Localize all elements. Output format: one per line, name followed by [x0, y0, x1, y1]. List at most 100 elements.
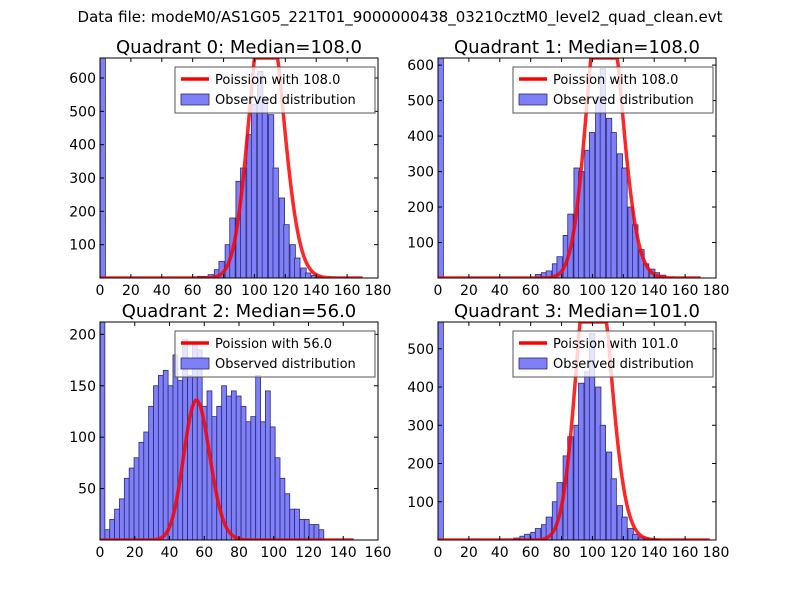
y-tick-label: 200 — [407, 200, 434, 216]
histogram-bar — [272, 167, 279, 278]
histogram-bar — [545, 270, 552, 278]
x-tick-label: 180 — [365, 283, 392, 299]
y-tick-label: 500 — [407, 94, 434, 110]
histogram-bar — [153, 385, 159, 540]
x-tick-label: 160 — [672, 283, 699, 299]
quadrant-0-panel: 0 20 40 60 80 100 120 140 160 1801002003004005006… — [69, 37, 391, 299]
histogram-bar — [157, 375, 164, 540]
x-tick-label: 40 — [153, 283, 171, 299]
histogram-bar — [148, 405, 154, 540]
figure-title: Data file: modeM0/AS1G05_221T01_90000004… — [77, 8, 723, 26]
legend-entry-observed: Observed distribution — [553, 357, 694, 372]
x-tick-label: 20 — [126, 545, 144, 561]
histogram-bar — [114, 508, 120, 540]
histogram-bar — [250, 416, 257, 540]
histogram-bar — [578, 382, 585, 540]
x-tick-label: 120 — [610, 545, 637, 561]
histogram-bar — [274, 457, 281, 540]
histogram-bar — [610, 132, 617, 278]
x-tick-label: 100 — [579, 545, 606, 561]
x-tick-label: 20 — [460, 545, 478, 561]
x-tick-label: 40 — [161, 545, 179, 561]
x-tick-label: 0 — [434, 545, 443, 561]
legend-bar-swatch — [180, 93, 210, 106]
y-tick-label: 300 — [407, 165, 434, 181]
legend-bar-swatch — [518, 357, 548, 370]
x-tick-label: 100 — [579, 283, 606, 299]
legend-entry-observed: Observed distribution — [215, 357, 356, 372]
poisson-curve — [100, 58, 363, 278]
x-tick-label: 120 — [295, 545, 322, 561]
x-tick-label: 140 — [303, 283, 330, 299]
x-tick-label: 180 — [703, 545, 730, 561]
y-tick-label: 100 — [407, 236, 434, 252]
y-tick-label: 150 — [69, 379, 96, 395]
panel-title: Quadrant 0: Median=108.0 — [116, 37, 362, 58]
histogram-bar — [621, 167, 628, 278]
x-tick-label: 100 — [241, 283, 268, 299]
panel-title: Quadrant 3: Median=101.0 — [454, 301, 700, 322]
y-tick-label: 200 — [69, 204, 96, 220]
histogram-bar — [524, 533, 531, 540]
histogram-bar — [240, 405, 247, 540]
x-tick-label: 160 — [672, 545, 699, 561]
histogram-bar — [143, 431, 150, 540]
histogram-bar — [260, 421, 266, 540]
histogram-bar — [305, 272, 312, 278]
histogram-bar — [294, 257, 301, 278]
y-tick-label: 400 — [407, 129, 434, 145]
axes-frame — [437, 321, 717, 541]
legend-entry-poisson: Poission with 108.0 — [553, 73, 678, 88]
y-tick-label: 300 — [69, 171, 96, 187]
quadrant-0-plot-area — [100, 58, 363, 278]
y-tick-label: 300 — [407, 418, 434, 434]
x-tick-label: 100 — [260, 545, 287, 561]
y-tick-label: 500 — [407, 342, 434, 358]
legend-entry-observed: Observed distribution — [553, 93, 694, 108]
panel-title: Quadrant 1: Median=108.0 — [454, 37, 700, 58]
x-tick-label: 180 — [703, 283, 730, 299]
x-tick-label: 40 — [491, 283, 509, 299]
x-tick-label: 140 — [641, 545, 668, 561]
panel-title: Quadrant 2: Median=56.0 — [122, 301, 357, 322]
histogram-bar — [255, 375, 261, 540]
histogram-bar — [294, 508, 300, 540]
poisson-curve — [100, 398, 354, 540]
histogram-bar — [308, 524, 315, 540]
histogram-bar — [138, 441, 145, 540]
legend-bar-swatch — [518, 93, 548, 106]
legend: Poission with 108.0 Observed distribution — [174, 66, 376, 114]
x-tick-label: 80 — [215, 283, 233, 299]
x-tick-label: 60 — [195, 545, 213, 561]
histogram-bar — [119, 498, 125, 540]
histogram-bar — [632, 533, 639, 540]
legend-entry-observed: Observed distribution — [215, 93, 356, 108]
legend-entry-poisson: Poission with 101.0 — [553, 337, 678, 352]
legend-bar-swatch — [180, 357, 210, 370]
axes-frame — [437, 57, 717, 279]
histogram-bar — [250, 104, 258, 278]
x-tick-label: 80 — [553, 545, 571, 561]
quadrant-3-panel: 0 20 40 60 80 100 120 140 160 180100200300400500Q… — [407, 301, 729, 561]
histogram-bar — [196, 349, 203, 540]
histogram-bar — [187, 375, 193, 540]
histogram-bar — [299, 519, 305, 540]
y-tick-label: 600 — [407, 58, 434, 74]
y-tick-label: 100 — [69, 430, 96, 446]
histogram-bar — [621, 516, 628, 540]
x-tick-label: 40 — [491, 545, 509, 561]
y-tick-label: 500 — [69, 104, 96, 120]
x-tick-label: 80 — [553, 283, 571, 299]
y-tick-label: 50 — [78, 482, 96, 498]
histogram-bar — [261, 97, 268, 278]
x-tick-label: 20 — [122, 283, 140, 299]
y-tick-label: 100 — [407, 495, 434, 511]
x-tick-label: 140 — [641, 283, 668, 299]
y-tick-label: 100 — [69, 238, 96, 254]
x-tick-label: 60 — [184, 283, 202, 299]
histogram-bar — [235, 395, 242, 540]
histogram-bar — [279, 477, 286, 540]
x-tick-label: 160 — [365, 545, 392, 561]
